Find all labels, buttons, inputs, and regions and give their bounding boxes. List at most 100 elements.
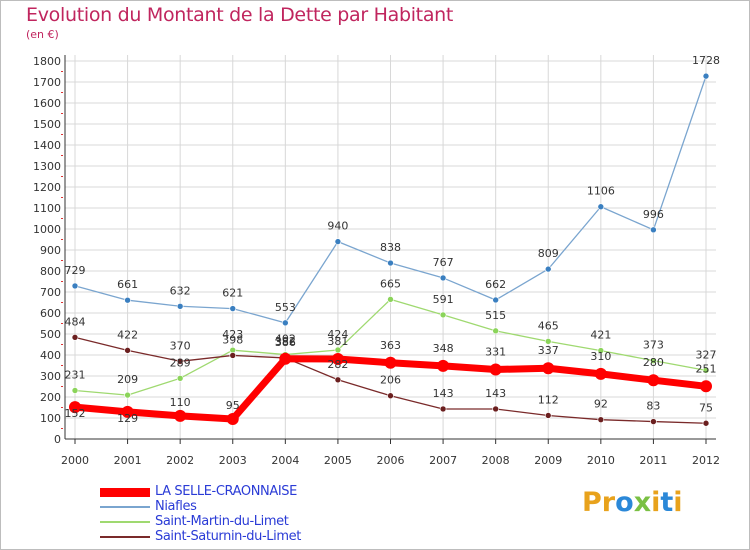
data-label: 838 (380, 241, 401, 254)
data-label: 75 (699, 401, 713, 414)
y-tick-label: 100 (40, 412, 61, 425)
y-tick-label: 1400 (33, 139, 61, 152)
data-label: 363 (380, 339, 401, 352)
data-label: 152 (65, 407, 86, 420)
y-tick-label: 1500 (33, 118, 61, 131)
data-label: 767 (433, 256, 454, 269)
data-label: 940 (327, 220, 348, 233)
data-point (437, 359, 450, 372)
data-label: 231 (65, 368, 86, 381)
data-point (334, 238, 342, 245)
legend-swatch (100, 536, 150, 538)
data-label: 348 (433, 342, 454, 355)
data-label: 398 (222, 333, 243, 346)
y-tick-label: 200 (40, 391, 61, 404)
data-point (121, 405, 134, 418)
data-point (124, 391, 131, 399)
data-label: 83 (646, 400, 660, 413)
data-point (229, 352, 237, 359)
data-point (544, 265, 552, 273)
data-label: 206 (380, 374, 401, 387)
legend-swatch (100, 506, 150, 508)
y-tick-label: 1800 (33, 55, 61, 68)
y-tick-label: 1600 (33, 97, 61, 110)
data-label: 370 (170, 339, 191, 352)
x-tick-label: 2011 (639, 454, 667, 467)
data-label: 661 (117, 278, 138, 291)
data-point (650, 418, 657, 425)
proxiti-logo: Proxiti (582, 487, 683, 518)
data-point (492, 327, 499, 335)
data-point (174, 409, 187, 422)
y-tick-label: 900 (40, 244, 61, 257)
data-point (439, 311, 447, 319)
legend-label: LA SELLE-CRAONNAISE (155, 484, 297, 499)
data-point (597, 203, 605, 211)
data-point (439, 405, 447, 413)
data-point (489, 363, 502, 376)
data-point (647, 374, 660, 387)
legend-label: Saint-Saturnin-du-Limet (155, 529, 301, 544)
data-label: 143 (433, 387, 454, 400)
y-tick-label: 1300 (33, 160, 61, 173)
data-point (439, 274, 447, 282)
data-point (384, 356, 397, 369)
data-point (124, 347, 131, 354)
data-point (542, 362, 555, 375)
data-point (650, 226, 657, 234)
data-point (544, 412, 552, 419)
data-point (544, 338, 552, 345)
data-point (226, 413, 239, 426)
data-point (331, 352, 344, 365)
data-label: 209 (117, 373, 138, 386)
data-label: 143 (485, 387, 506, 400)
data-label: 424 (327, 328, 348, 341)
data-point (334, 376, 342, 384)
data-label: 386 (275, 336, 296, 349)
data-label: 327 (696, 348, 717, 361)
data-label: 251 (696, 362, 717, 375)
data-point (492, 296, 499, 304)
data-label: 809 (538, 247, 559, 260)
data-label: 95 (226, 399, 240, 412)
data-point (702, 419, 710, 427)
x-tick-label: 2007 (429, 454, 457, 467)
data-point (176, 375, 184, 382)
data-point (176, 357, 184, 365)
data-label: 381 (327, 335, 348, 348)
data-label: 110 (170, 396, 191, 409)
data-label: 337 (538, 344, 559, 357)
y-tick-label: 500 (40, 328, 61, 341)
x-tick-label: 2009 (534, 454, 562, 467)
x-tick-label: 2008 (482, 454, 510, 467)
y-tick-label: 1700 (33, 76, 61, 89)
data-point (279, 352, 292, 365)
data-label: 129 (117, 412, 138, 425)
y-tick-label: 300 (40, 370, 61, 383)
data-point (124, 296, 131, 304)
legend-swatch (100, 488, 150, 497)
chart-subtitle: (en €) (26, 28, 59, 41)
x-tick-label: 2001 (114, 454, 142, 467)
x-tick-label: 2006 (377, 454, 405, 467)
data-label: 665 (380, 277, 401, 290)
data-label: 729 (65, 264, 86, 277)
x-tick-label: 2003 (219, 454, 247, 467)
data-point (69, 401, 81, 414)
y-tick-label: 1100 (33, 202, 61, 215)
data-point (71, 282, 79, 290)
y-tick-label: 400 (40, 349, 61, 362)
data-label: 382 (275, 335, 296, 348)
data-label: 422 (117, 328, 138, 341)
x-tick-label: 2005 (324, 454, 352, 467)
data-label: 1106 (587, 185, 615, 198)
data-point (71, 334, 79, 341)
data-label: 331 (485, 345, 506, 358)
data-point (229, 305, 237, 312)
x-tick-label: 2012 (692, 454, 720, 467)
data-label: 92 (594, 398, 608, 411)
y-tick-label: 600 (40, 307, 61, 320)
data-point (387, 392, 394, 400)
